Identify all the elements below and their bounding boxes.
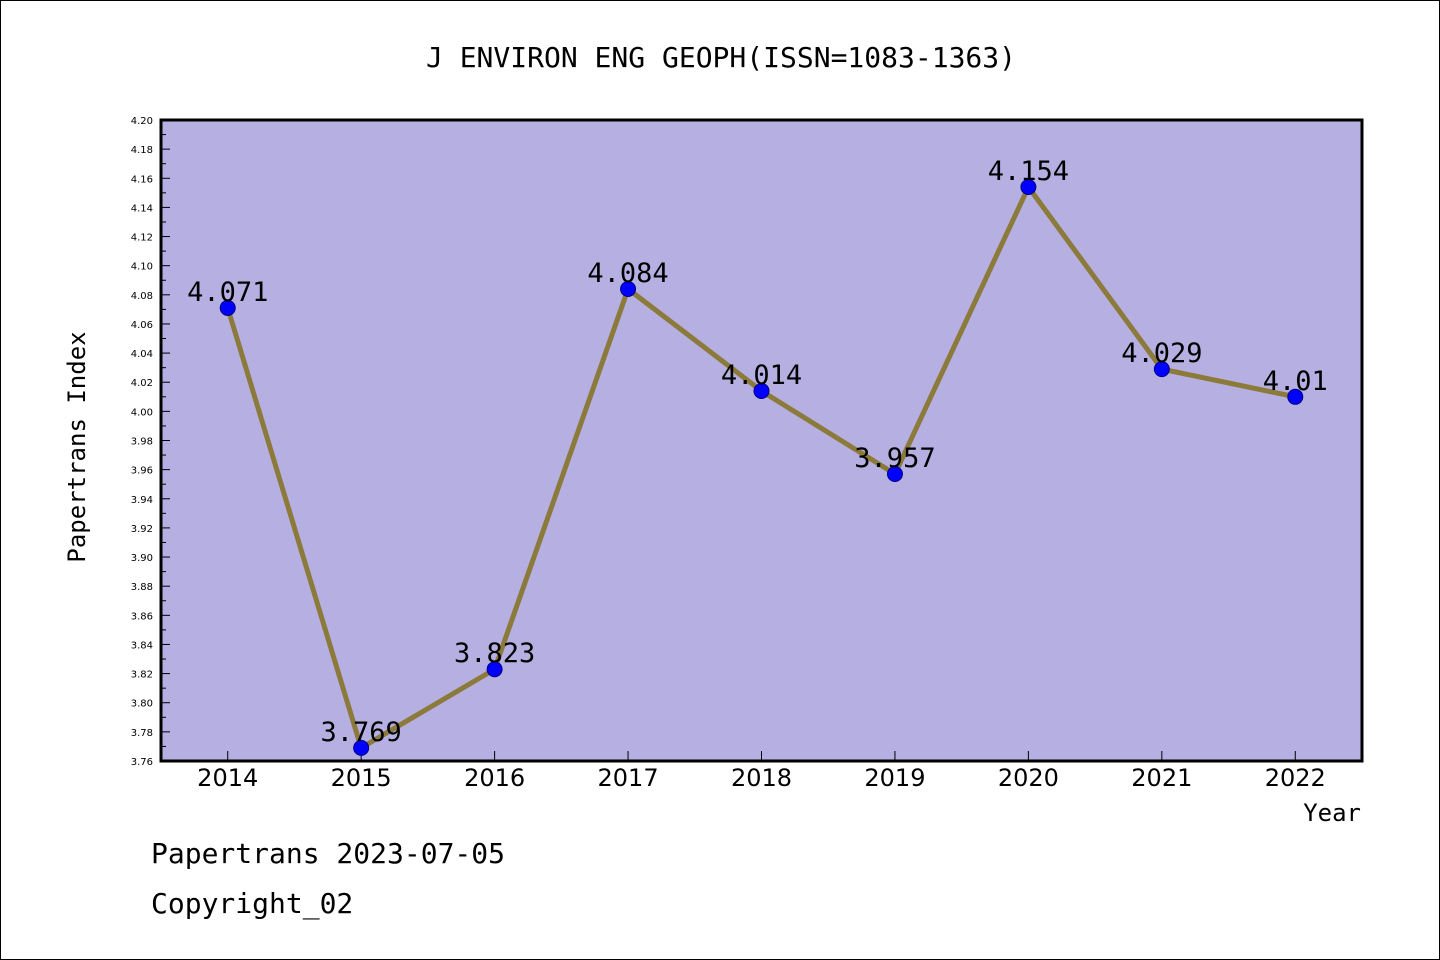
y-tick-label: 3.94	[131, 495, 153, 506]
y-tick-label: 3.84	[131, 640, 153, 651]
data-point	[753, 382, 770, 399]
x-axis-title: Year	[1303, 799, 1361, 827]
y-tick-label: 4.20	[131, 116, 153, 127]
y-tick-label: 3.78	[131, 728, 153, 739]
data-label: 4.154	[988, 156, 1069, 187]
series-layer	[219, 179, 1304, 756]
y-tick-label: 4.18	[131, 145, 153, 156]
plot-area	[159, 118, 1364, 763]
y-tick-label: 4.08	[131, 291, 153, 302]
chart-title: J ENVIRON ENG GEOPH(ISSN=1083-1363)	[426, 41, 1016, 74]
y-tick-label: 3.96	[131, 466, 153, 477]
y-tick-label: 3.76	[131, 757, 153, 768]
data-label: 4.084	[587, 258, 668, 289]
x-tick-label: 2014	[197, 764, 258, 792]
data-label: 3.957	[854, 443, 935, 474]
y-tick-label: 3.98	[131, 437, 153, 448]
footer-copyright: Copyright_02	[151, 887, 354, 920]
x-axis: 2014 2015 2016 2017 2018 2019 2020 2021 2022	[197, 751, 1326, 792]
y-tick-label: 3.92	[131, 524, 153, 535]
y-tick-label: 4.06	[131, 320, 153, 331]
x-tick-label: 2022	[1265, 764, 1326, 792]
y-tick-label: 3.90	[131, 553, 153, 564]
data-point	[486, 661, 503, 678]
data-point	[1020, 179, 1037, 196]
data-label: 4.071	[187, 277, 268, 308]
y-tick-label: 4.00	[131, 407, 153, 418]
data-point	[219, 299, 236, 316]
y-tick-label: 4.16	[131, 174, 153, 185]
x-tick-label: 2019	[864, 764, 925, 792]
data-label: 4.029	[1121, 338, 1202, 369]
data-label: 3.823	[454, 638, 535, 669]
data-label: 4.01	[1263, 366, 1328, 397]
y-tick-label: 4.10	[131, 262, 153, 273]
y-tick-label: 3.88	[131, 582, 153, 593]
data-label: 3.769	[321, 717, 402, 748]
x-tick-label: 2015	[331, 764, 392, 792]
footer-date: Papertrans 2023-07-05	[151, 837, 506, 870]
data-point	[1153, 361, 1170, 378]
y-tick-label: 4.04	[131, 349, 153, 360]
x-tick-label: 2017	[598, 764, 659, 792]
x-tick-label: 2020	[998, 764, 1059, 792]
y-tick-label: 4.14	[131, 203, 153, 214]
data-label-layer: 4.071 3.769 3.823 4.084 4.014 3.957 4.154 4.029…	[187, 156, 1328, 748]
x-tick-label: 2016	[464, 764, 525, 792]
y-axis: 3.76 3.78 3.80 3.82 3.84 3.86 3.88 3.90 3.92 3.94…	[131, 116, 170, 768]
data-label: 4.014	[721, 360, 802, 391]
data-point	[1287, 388, 1304, 405]
x-tick-label: 2021	[1131, 764, 1192, 792]
y-tick-label: 3.80	[131, 699, 153, 710]
y-tick-label: 3.86	[131, 611, 153, 622]
y-tick-label: 3.82	[131, 670, 153, 681]
y-axis-title: Papertrans Index	[63, 331, 91, 562]
y-tick-label: 4.02	[131, 378, 153, 389]
x-tick-label: 2018	[731, 764, 792, 792]
data-point	[886, 466, 903, 483]
y-tick-label: 4.12	[131, 233, 153, 244]
data-point	[620, 280, 637, 297]
data-point	[353, 739, 370, 756]
